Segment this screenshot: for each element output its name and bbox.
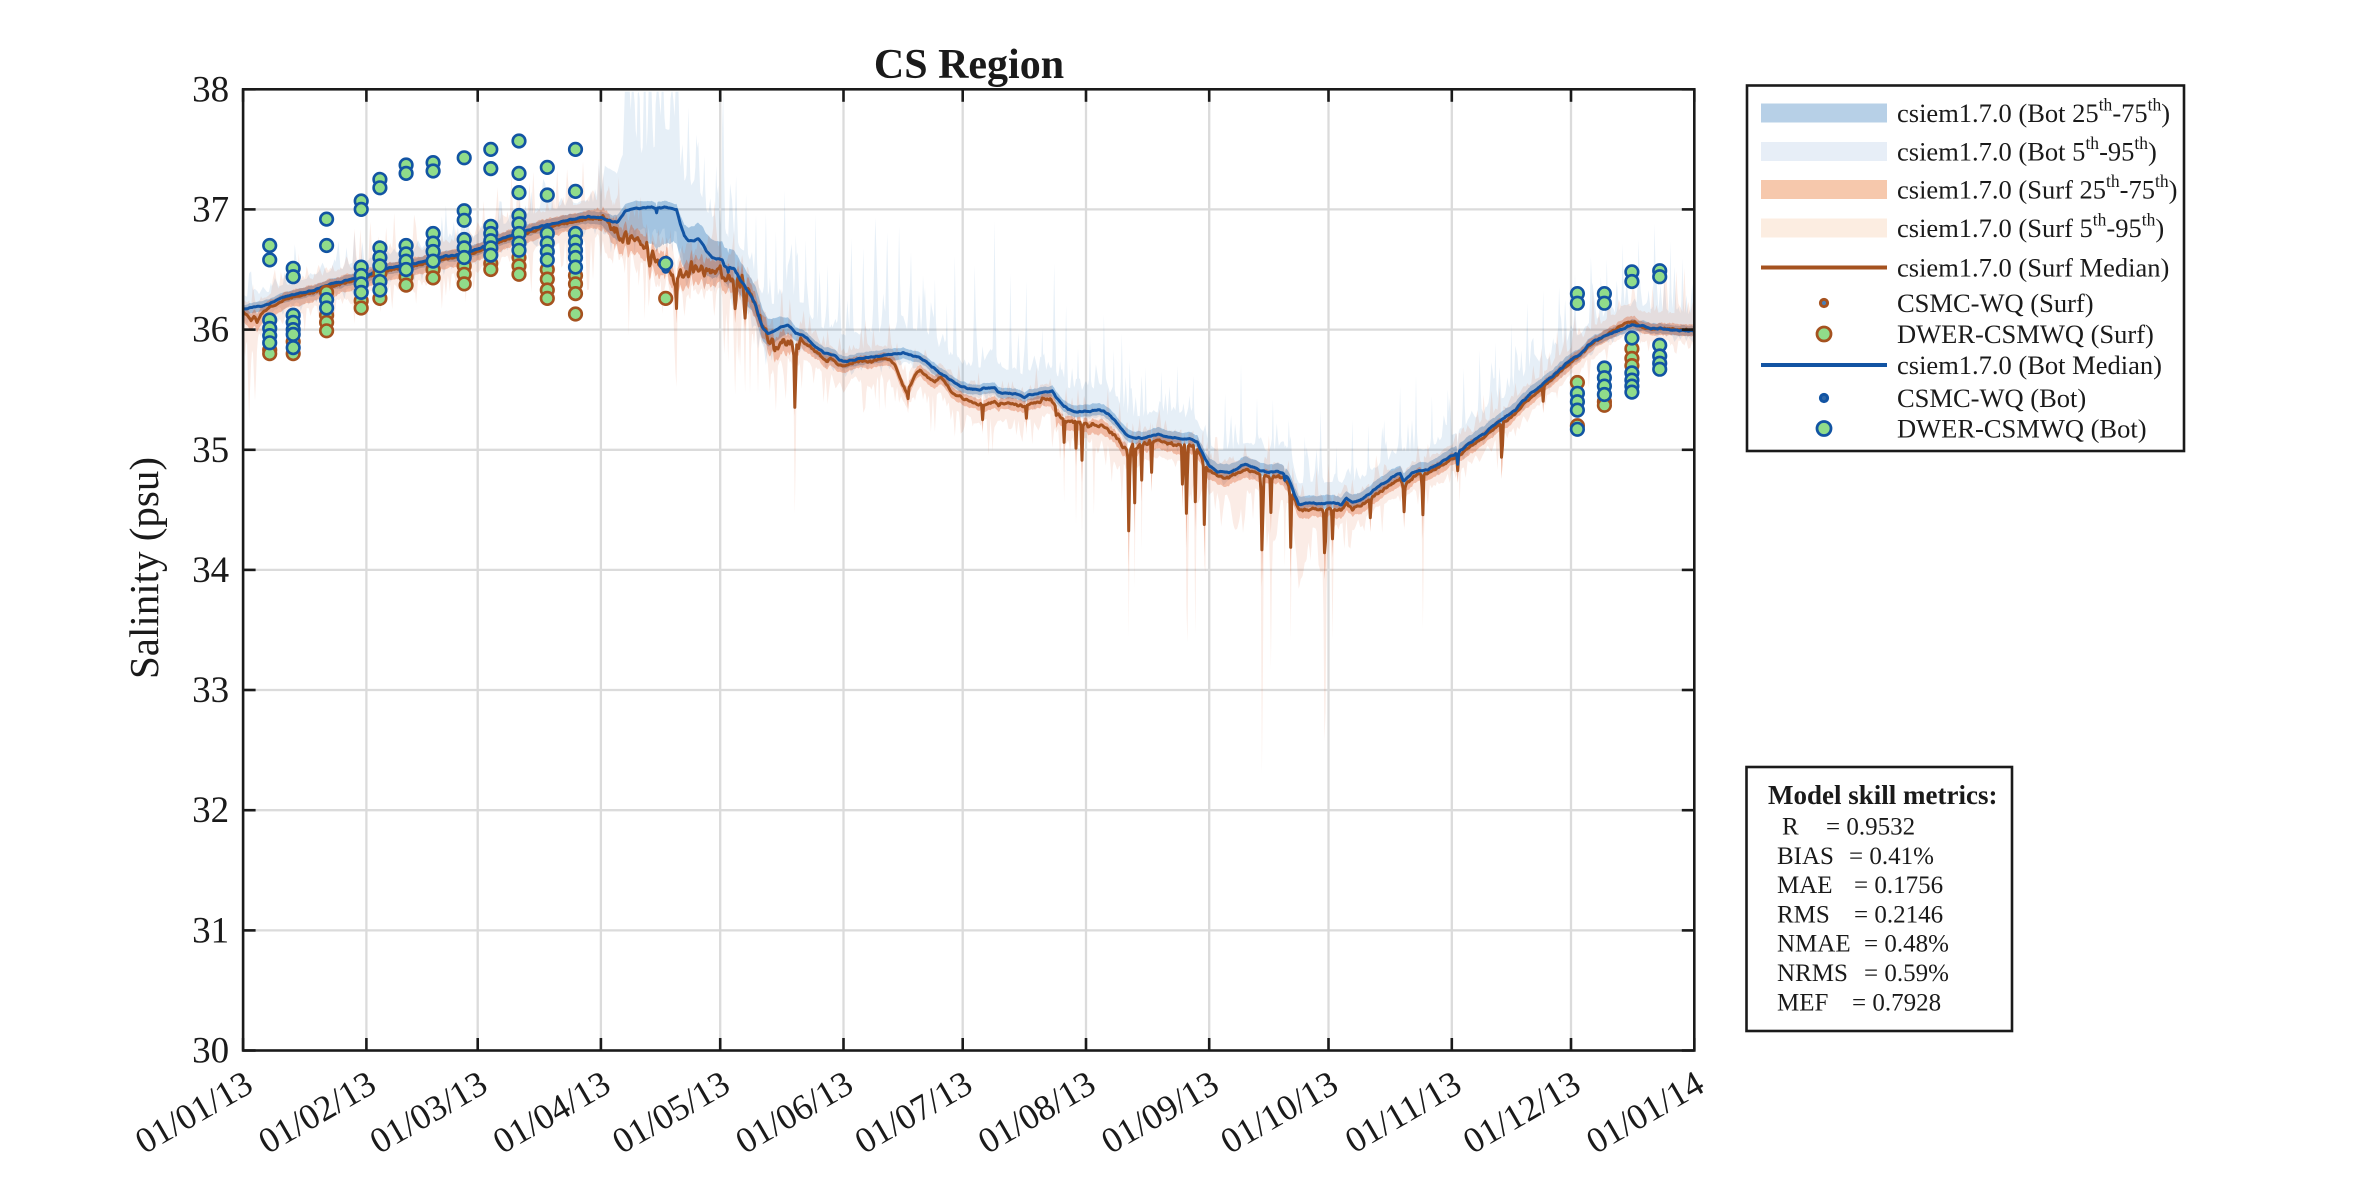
svg-text:01/03/13: 01/03/13 [363, 1063, 494, 1162]
svg-text:csiem1.7.0 (Bot Median): csiem1.7.0 (Bot Median) [1897, 350, 2162, 380]
svg-text:01/06/13: 01/06/13 [729, 1063, 860, 1162]
svg-text:30: 30 [192, 1031, 229, 1072]
svg-text:01/08/13: 01/08/13 [971, 1063, 1102, 1162]
svg-text:35: 35 [192, 430, 229, 471]
svg-text:01/02/13: 01/02/13 [252, 1063, 383, 1162]
svg-text:36: 36 [192, 310, 229, 351]
svg-text:01/05/13: 01/05/13 [605, 1063, 736, 1162]
svg-text:= 0.7928: = 0.7928 [1852, 989, 1941, 1016]
svg-text:DWER-CSMWQ (Bot): DWER-CSMWQ (Bot) [1897, 414, 2147, 444]
svg-text:01/12/13: 01/12/13 [1456, 1063, 1587, 1162]
svg-text:MAE: MAE [1777, 872, 1833, 899]
svg-text:BIAS: BIAS [1777, 843, 1834, 870]
svg-text:csiem1.7.0 (Bot 25th-75th): csiem1.7.0 (Bot 25th-75th) [1897, 95, 2170, 129]
svg-text:34: 34 [192, 550, 229, 591]
svg-text:NRMS: NRMS [1777, 960, 1848, 987]
svg-text:R: R [1782, 814, 1799, 841]
svg-text:CSMC-WQ (Bot): CSMC-WQ (Bot) [1897, 383, 2086, 413]
svg-text:38: 38 [192, 69, 229, 110]
svg-text:csiem1.7.0 (Surf 5th-95th): csiem1.7.0 (Surf 5th-95th) [1897, 210, 2164, 244]
svg-text:MEF: MEF [1777, 989, 1828, 1016]
svg-text:csiem1.7.0 (Bot 5th-95th): csiem1.7.0 (Bot 5th-95th) [1897, 133, 2157, 167]
svg-text:= 0.48%: = 0.48% [1864, 931, 1949, 958]
svg-text:= 0.59%: = 0.59% [1864, 960, 1949, 987]
svg-text:01/11/13: 01/11/13 [1338, 1063, 1468, 1161]
svg-text:= 0.1756: = 0.1756 [1854, 872, 1943, 899]
svg-text:csiem1.7.0 (Surf 25th-75th): csiem1.7.0 (Surf 25th-75th) [1897, 171, 2177, 205]
svg-text:csiem1.7.0 (Surf Median): csiem1.7.0 (Surf Median) [1897, 253, 2169, 283]
svg-text:32: 32 [192, 790, 229, 831]
svg-text:= 0.9532: = 0.9532 [1826, 814, 1915, 841]
svg-text:01/01/14: 01/01/14 [1579, 1063, 1710, 1162]
svg-text:Model skill metrics:: Model skill metrics: [1768, 780, 1997, 810]
svg-text:RMS: RMS [1777, 901, 1830, 928]
svg-text:33: 33 [192, 670, 229, 711]
svg-text:01/01/13: 01/01/13 [128, 1063, 259, 1162]
svg-text:01/10/13: 01/10/13 [1214, 1063, 1345, 1162]
svg-text:31: 31 [192, 910, 229, 951]
svg-text:CS Region: CS Region [874, 42, 1064, 88]
svg-text:Salinity (psu): Salinity (psu) [121, 457, 167, 679]
svg-text:01/09/13: 01/09/13 [1094, 1063, 1225, 1162]
svg-text:CSMC-WQ (Surf): CSMC-WQ (Surf) [1897, 288, 2094, 318]
svg-text:= 0.41%: = 0.41% [1849, 843, 1934, 870]
svg-text:= 0.2146: = 0.2146 [1854, 901, 1943, 928]
svg-text:37: 37 [192, 189, 229, 230]
svg-text:01/04/13: 01/04/13 [486, 1063, 617, 1162]
svg-text:DWER-CSMWQ (Surf): DWER-CSMWQ (Surf) [1897, 319, 2154, 349]
svg-text:01/07/13: 01/07/13 [848, 1063, 979, 1162]
svg-text:NMAE: NMAE [1777, 931, 1851, 958]
